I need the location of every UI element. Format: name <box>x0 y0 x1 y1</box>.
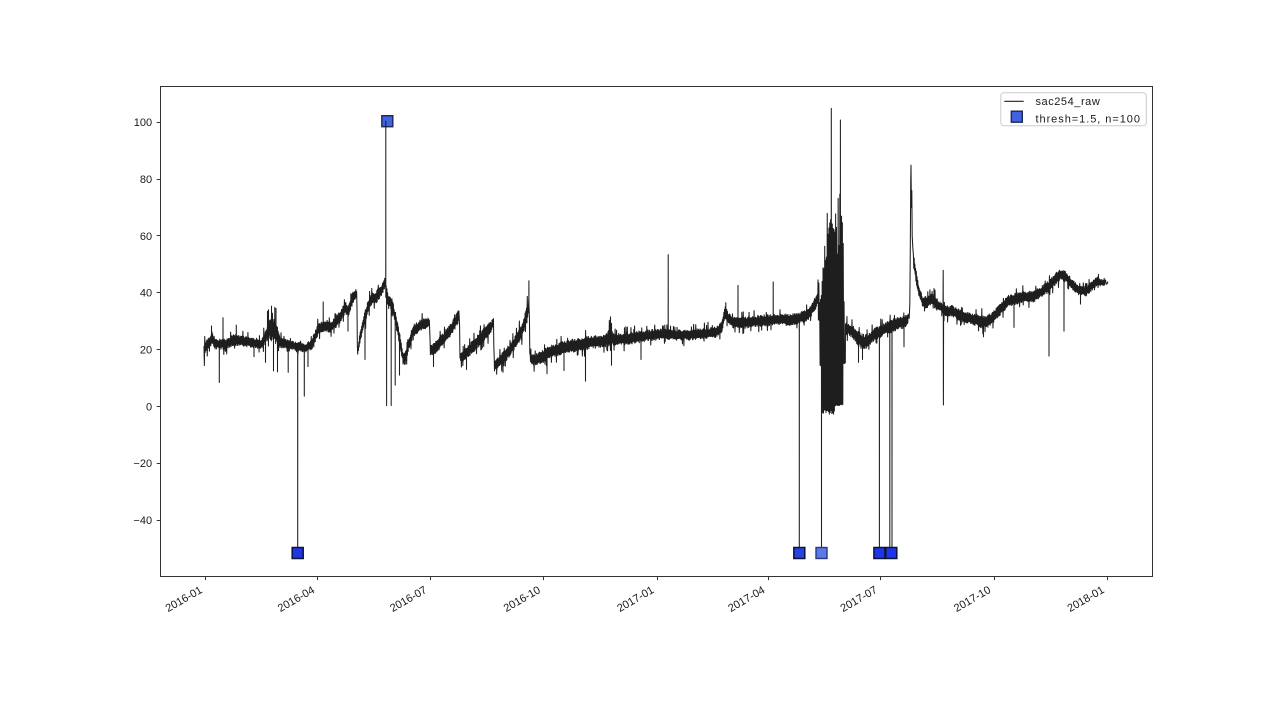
svg-text:60: 60 <box>140 231 152 243</box>
svg-text:20: 20 <box>140 345 152 357</box>
svg-text:−20: −20 <box>133 458 152 470</box>
svg-text:40: 40 <box>140 288 152 300</box>
svg-text:80: 80 <box>140 174 152 186</box>
svg-text:100: 100 <box>134 117 152 129</box>
svg-text:sac254_raw: sac254_raw <box>1036 96 1101 108</box>
svg-text:0: 0 <box>146 401 152 413</box>
svg-text:−40: −40 <box>133 515 152 527</box>
svg-text:thresh=1.5, n=100: thresh=1.5, n=100 <box>1036 114 1141 126</box>
